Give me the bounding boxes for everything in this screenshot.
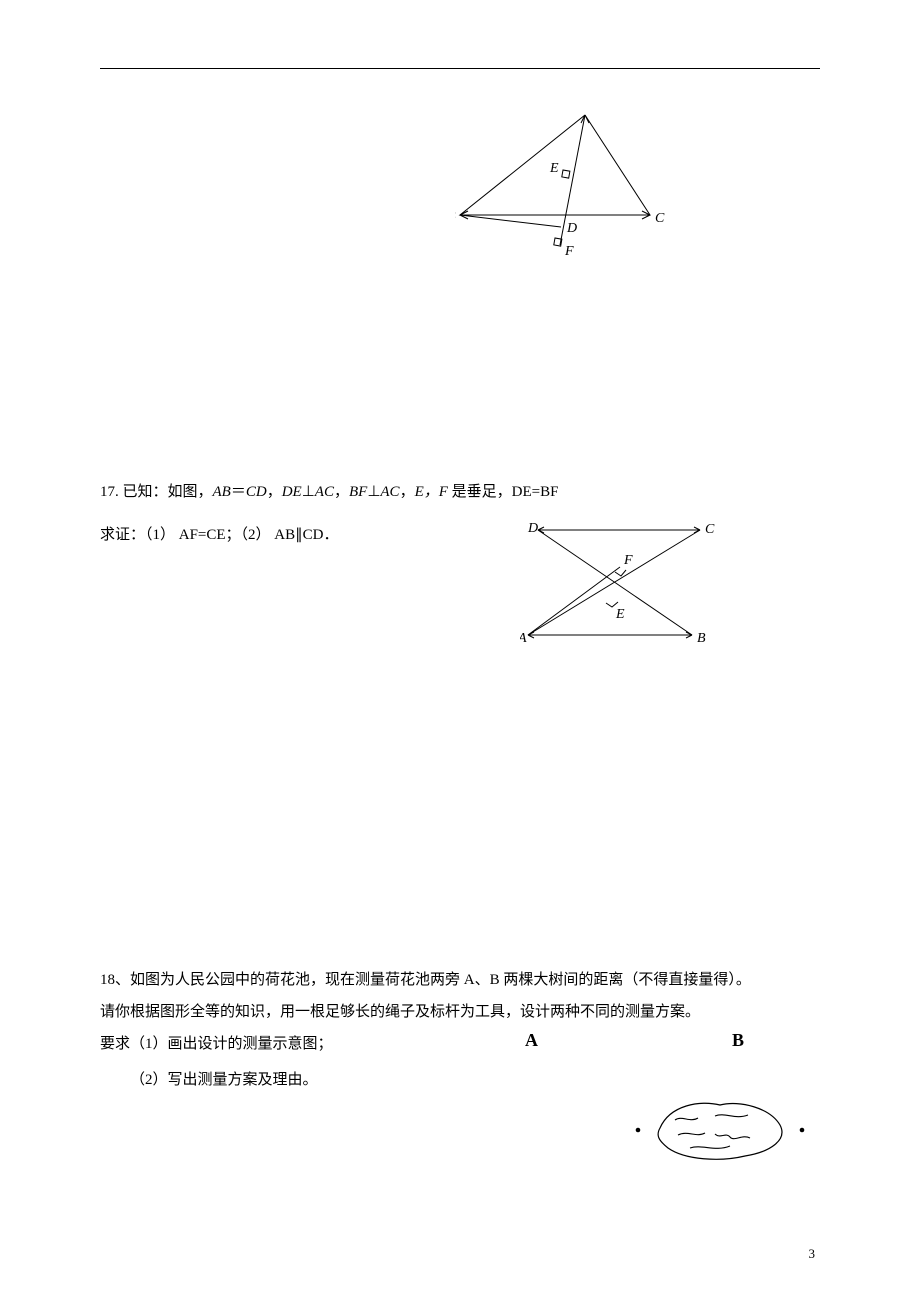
label-D: D <box>527 521 538 536</box>
q18-line1: 18、如图为人民公园中的荷花池，现在测量荷花池两旁 A、B 两棵大树间的距离（不… <box>100 965 820 995</box>
pond-figure <box>630 1090 815 1175</box>
label-F: F <box>564 244 574 259</box>
label-B: B <box>455 209 456 224</box>
pond-label-B: B <box>732 1030 744 1051</box>
label-E: E <box>615 607 625 622</box>
label-C: C <box>705 522 715 537</box>
q18-line2: 请你根据图形全等的知识，用一根足够长的绳子及标杆为工具，设计两种不同的测量方案。 <box>100 997 820 1027</box>
label-C: C <box>655 211 665 226</box>
figure-17-diagram: D C A B E F <box>520 520 720 660</box>
label-A: A <box>582 110 592 113</box>
question-18: 18、如图为人民公园中的荷花池，现在测量荷花池两旁 A、B 两棵大树间的距离（不… <box>100 965 820 1095</box>
pond-label-A: A <box>525 1030 538 1051</box>
q17-given: 17. 已知：如图，AB＝CD，DE⊥AC，BF⊥AC，E，F 是垂足，DE=B… <box>100 480 820 501</box>
top-horizontal-rule <box>100 68 820 69</box>
label-D: D <box>566 221 577 236</box>
label-B: B <box>697 631 706 646</box>
q18-req1: 要求（1）画出设计的测量示意图； <box>100 1029 820 1059</box>
label-E: E <box>549 161 559 176</box>
label-F: F <box>623 553 633 568</box>
figure-16-triangle: A B C D E F <box>455 110 665 275</box>
page-number: 3 <box>809 1246 816 1262</box>
label-A: A <box>520 631 527 646</box>
